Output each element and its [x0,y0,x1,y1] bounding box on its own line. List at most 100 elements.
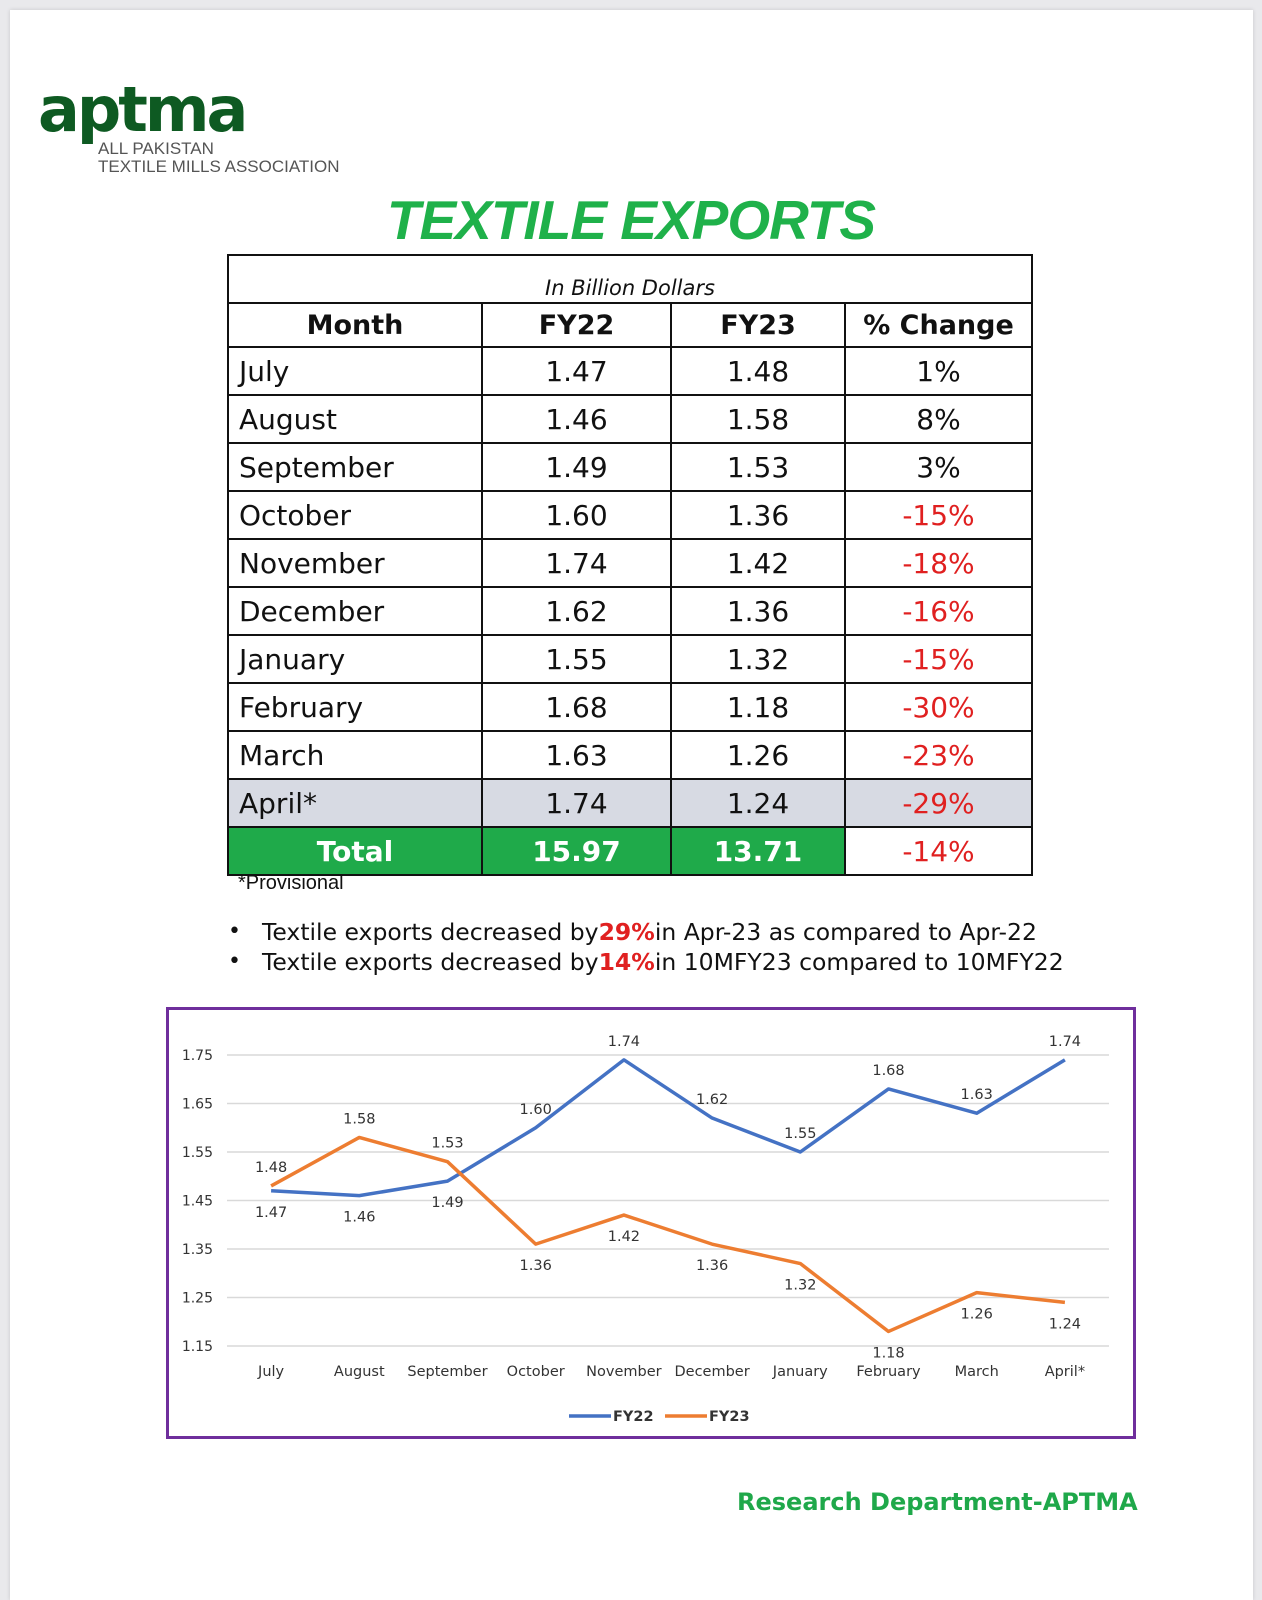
x-tick-label: September [407,1364,487,1380]
cell-fy23: 1.53 [670,442,846,492]
bullet-dot-icon: • [228,919,241,944]
header-change: % Change [844,302,1033,348]
data-label: 1.74 [1049,1034,1081,1050]
table-row: March 1.63 1.26 -23% [227,730,1033,780]
cell-change: -30% [844,682,1033,732]
cell-fy22: 1.49 [481,442,672,492]
cell-fy23: 1.58 [670,394,846,444]
table-row: January 1.55 1.32 -15% [227,634,1033,684]
cell-fy23: 1.26 [670,730,846,780]
total-label: Total [227,826,483,876]
header-fy23: FY23 [670,302,846,348]
aptma-logo: aptma ALL PAKISTAN TEXTILE MILLS ASSOCIA… [38,70,340,180]
total-change: -14% [844,826,1033,876]
header-fy22: FY22 [481,302,672,348]
y-tick-label: 1.15 [182,1339,213,1355]
series-line-fy22 [271,1058,1066,1198]
data-label: 1.62 [696,1092,728,1108]
table-row: July 1.47 1.48 1% [227,346,1033,396]
bullet-highlight: 14% [598,948,655,976]
cell-fy23: 1.18 [670,682,846,732]
data-label: 1.60 [520,1102,552,1118]
table-row: September 1.49 1.53 3% [227,442,1033,492]
cell-month: April* [227,778,483,828]
cell-month: January [227,634,483,684]
data-label: 1.63 [961,1087,993,1103]
line-chart: 1.75 1.65 1.55 1.45 1.35 1.25 1.15 July August Se… [182,1034,1109,1425]
data-label: 1.26 [961,1307,993,1323]
cell-month: September [227,442,483,492]
bullet-text-post: in 10MFY23 compared to 10MFY22 [654,948,1064,976]
cell-fy23: 1.36 [670,586,846,636]
table-body: July 1.47 1.48 1% August 1.46 1.58 8% September 1… [227,346,1033,828]
x-tick-label: August [334,1364,385,1380]
cell-fy23: 1.32 [670,634,846,684]
data-label: 1.68 [872,1063,904,1079]
cell-fy23: 1.36 [670,490,846,540]
y-tick-label: 1.65 [182,1097,213,1113]
header-month: Month [227,302,483,348]
data-label: 1.48 [255,1160,287,1176]
data-label: 1.32 [784,1278,816,1294]
data-label: 1.42 [608,1229,640,1245]
table-row: August 1.46 1.58 8% [227,394,1033,444]
logo-subtitle: ALL PAKISTAN TEXTILE MILLS ASSOCIATION [98,140,340,176]
cell-fy23: 1.24 [670,778,846,828]
total-row: Total 15.97 13.71 -14% [227,826,1033,876]
cell-fy22: 1.63 [481,730,672,780]
cell-month: December [227,586,483,636]
cell-fy22: 1.60 [481,490,672,540]
footer-credit: Research Department-APTMA [737,1488,1138,1516]
logo-wordmark: aptma [38,73,248,146]
data-label: 1.36 [696,1258,728,1274]
cell-fy22: 1.55 [481,634,672,684]
total-fy23: 13.71 [670,826,846,876]
logo-subtitle-line1: ALL PAKISTAN [98,139,214,158]
x-tick-label: April* [1045,1364,1085,1380]
bullet-text-post: in Apr-23 as compared to Apr-22 [654,918,1037,946]
cell-change: -16% [844,586,1033,636]
cell-change: -23% [844,730,1033,780]
x-tick-label: December [674,1364,749,1380]
cell-month: February [227,682,483,732]
page-title: TEXTILE EXPORTS [386,189,876,251]
series-line-fy23 [270,1135,1066,1334]
y-tick-label: 1.35 [182,1242,213,1258]
data-label: 1.46 [343,1210,375,1226]
exports-table: In Billion Dollars Month FY22 FY23 % Cha… [227,254,1033,876]
legend-label: FY23 [709,1409,750,1425]
data-label: 1.53 [431,1136,463,1152]
table-row: November 1.74 1.42 -18% [227,538,1033,588]
cell-month: November [227,538,483,588]
cell-fy22: 1.62 [481,586,672,636]
bullet-dot-icon: • [228,949,241,974]
bullet-item: • Textile exports decreased by 14% in 10… [228,947,1064,977]
cell-month: October [227,490,483,540]
unit-row: In Billion Dollars [227,254,1033,304]
x-tick-label: October [507,1364,565,1380]
header-row: Month FY22 FY23 % Change [227,302,1033,348]
bullet-highlight: 29% [598,918,655,946]
x-tick-label: March [955,1364,999,1380]
data-label: 1.24 [1049,1316,1081,1332]
cell-fy22: 1.74 [481,538,672,588]
cell-change: -15% [844,634,1033,684]
cell-fy22: 1.68 [481,682,672,732]
data-label: 1.18 [872,1345,904,1361]
provisional-note: *Provisional [238,872,344,894]
y-tick-label: 1.75 [182,1048,213,1064]
total-fy22: 15.97 [481,826,672,876]
y-tick-label: 1.45 [182,1194,213,1210]
data-label: 1.49 [431,1195,463,1211]
data-label: 1.55 [784,1126,816,1142]
cell-fy22: 1.47 [481,346,672,396]
cell-change: 3% [844,442,1033,492]
line-chart-frame: 1.75 1.65 1.55 1.45 1.35 1.25 1.15 July August Se… [166,1007,1136,1439]
bullet-text-pre: Textile exports decreased by [262,918,599,946]
x-tick-label: November [586,1364,661,1380]
table-row: April* 1.74 1.24 -29% [227,778,1033,828]
data-label: 1.47 [255,1205,287,1221]
table-row: February 1.68 1.18 -30% [227,682,1033,732]
cell-month: August [227,394,483,444]
x-tick-label: February [856,1364,921,1380]
